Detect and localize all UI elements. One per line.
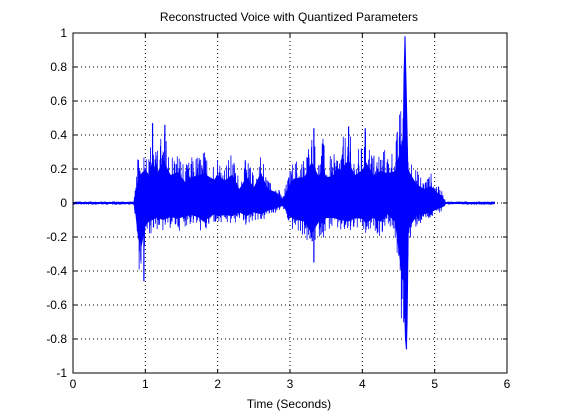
y-tick-label: -0.6 bbox=[46, 298, 67, 312]
y-tick-label: -0.2 bbox=[46, 230, 67, 244]
x-axis-label: Time (Seconds) bbox=[247, 397, 331, 411]
x-tick-label: 5 bbox=[431, 377, 438, 391]
signal-density bbox=[73, 111, 495, 284]
y-tick-label: 0.2 bbox=[50, 162, 67, 176]
y-tick-label: 1 bbox=[60, 26, 67, 40]
chart-title: Reconstructed Voice with Quantized Param… bbox=[160, 10, 418, 24]
y-tick-label: 0.4 bbox=[50, 128, 67, 142]
x-tick-label: 0 bbox=[70, 377, 77, 391]
y-tick-label: -1 bbox=[56, 366, 67, 380]
tick-marks bbox=[72, 32, 508, 374]
y-tick-label: 0.8 bbox=[50, 60, 67, 74]
x-tick-label: 4 bbox=[359, 377, 366, 391]
signal-series bbox=[72, 36, 496, 350]
x-tick-label: 2 bbox=[214, 377, 221, 391]
y-tick-label: -0.4 bbox=[46, 264, 67, 278]
x-tick-label: 3 bbox=[287, 377, 294, 391]
x-tick-label: 1 bbox=[142, 377, 149, 391]
y-tick-label: -0.8 bbox=[46, 332, 67, 346]
x-tick-label: 6 bbox=[504, 377, 511, 391]
y-tick-label: 0.6 bbox=[50, 94, 67, 108]
signal-spike bbox=[402, 36, 410, 350]
tick-labels: 0 1 2 3 4 5 6 -1 -0.8 -0.6 -0.4 -0.2 0 0.2 0.4 0.6 0.8 1 bbox=[46, 26, 510, 391]
y-tick-label: 0 bbox=[60, 196, 67, 210]
